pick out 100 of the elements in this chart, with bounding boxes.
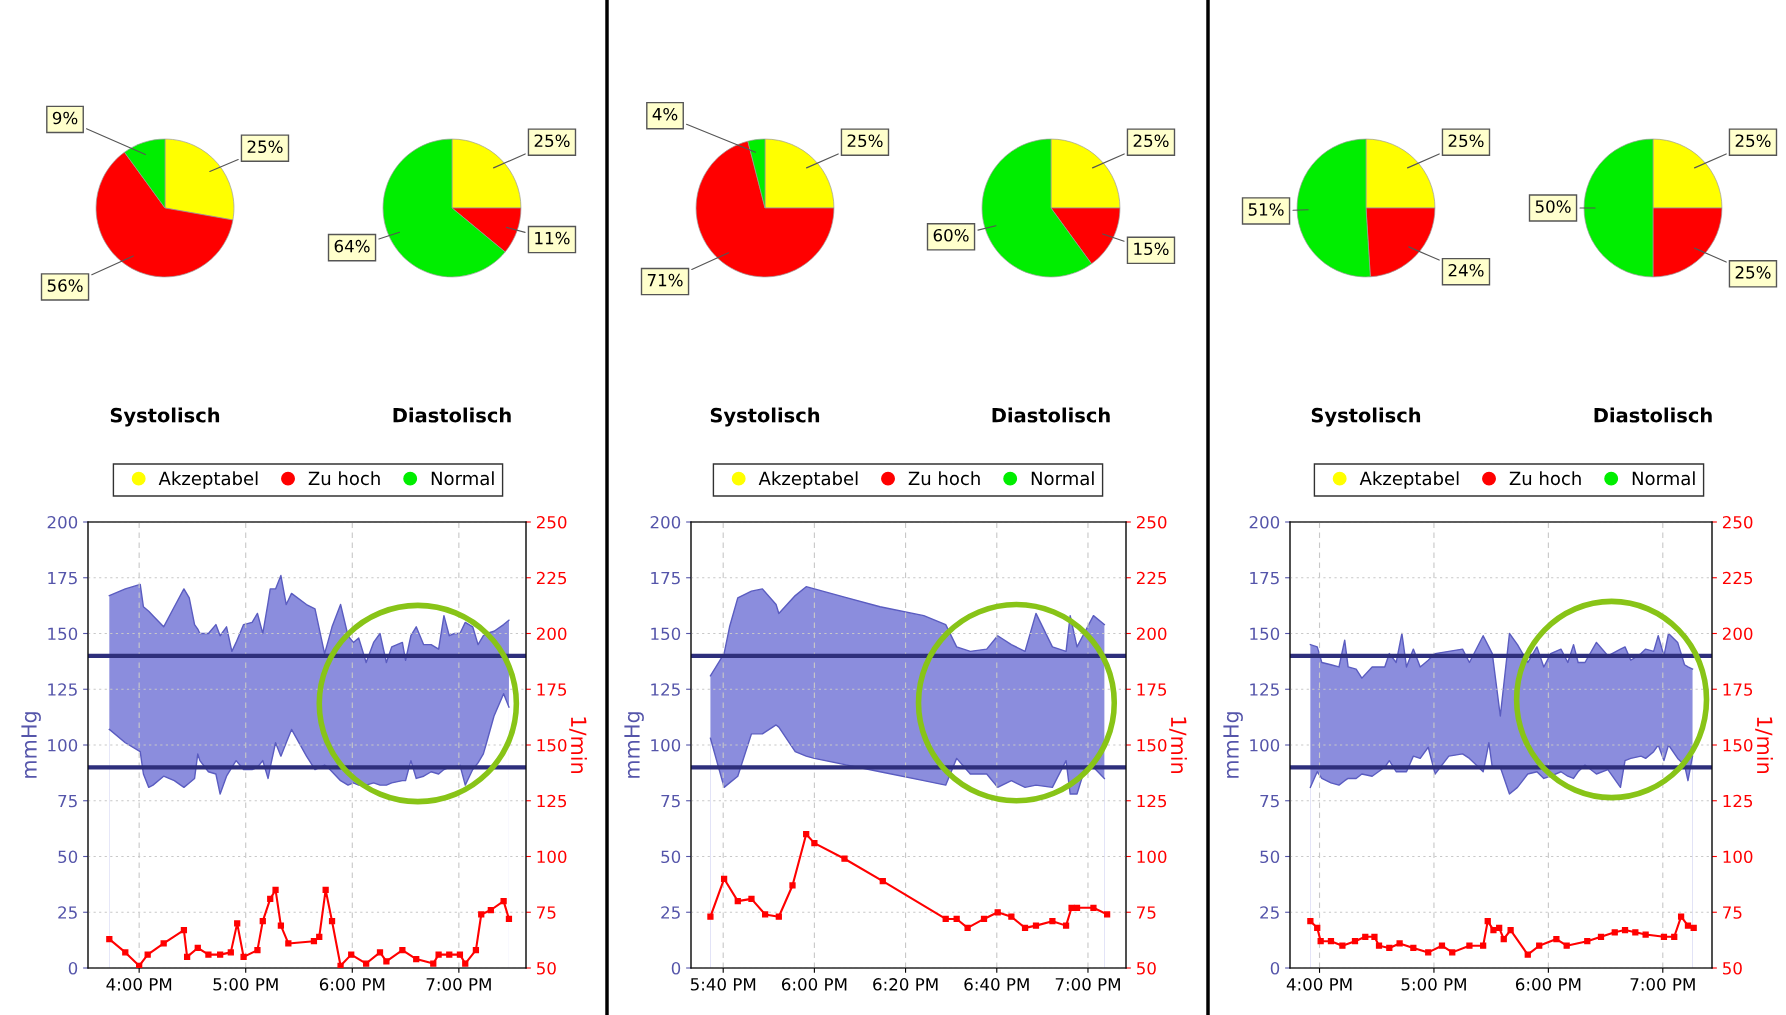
point bbox=[1500, 935, 1507, 943]
point bbox=[1307, 918, 1314, 925]
point bbox=[1317, 938, 1324, 945]
point bbox=[259, 918, 266, 925]
y-axis-title: mmHg bbox=[1223, 712, 1243, 778]
y-tick-label: 75 bbox=[1260, 794, 1279, 808]
y2-tick-label: 150 bbox=[1137, 738, 1167, 752]
x-tick-label: 7:00 PM bbox=[1055, 978, 1120, 991]
y-tick-label: 50 bbox=[661, 850, 681, 864]
point bbox=[1062, 922, 1070, 929]
point bbox=[1660, 933, 1668, 940]
y2-tick-label: 100 bbox=[537, 850, 567, 864]
point bbox=[1021, 924, 1029, 931]
point bbox=[240, 953, 247, 960]
legend-label: Akzeptabel bbox=[158, 471, 258, 489]
point bbox=[811, 839, 818, 847]
point bbox=[1090, 904, 1097, 911]
point bbox=[1339, 942, 1346, 949]
point bbox=[1584, 938, 1591, 945]
point bbox=[328, 918, 336, 925]
x-tick-label: 7:00 PM bbox=[1630, 978, 1695, 991]
text: Diastolisch bbox=[393, 407, 511, 423]
y-tick-label: 175 bbox=[1250, 571, 1279, 585]
point bbox=[1597, 933, 1605, 940]
point bbox=[413, 955, 420, 963]
point bbox=[500, 897, 507, 905]
point bbox=[720, 875, 728, 882]
point bbox=[478, 911, 485, 918]
point bbox=[456, 951, 464, 958]
legend-label: Normal bbox=[1031, 471, 1094, 486]
point bbox=[337, 962, 344, 968]
point bbox=[707, 913, 714, 920]
point bbox=[762, 911, 769, 918]
point bbox=[399, 947, 406, 954]
point bbox=[1410, 944, 1417, 952]
y2-tick-label: 250 bbox=[536, 515, 567, 529]
point bbox=[217, 951, 224, 958]
legend-label: Zu hoch bbox=[308, 471, 380, 486]
legend-label: Akzeptabel bbox=[758, 471, 858, 489]
point bbox=[1438, 942, 1446, 949]
text: Systolisch bbox=[710, 407, 820, 427]
y-tick-label: 50 bbox=[1260, 850, 1280, 864]
y-tick-label: 100 bbox=[48, 738, 78, 752]
point bbox=[267, 895, 274, 902]
text: Systolisch bbox=[1311, 407, 1421, 427]
point bbox=[430, 960, 437, 967]
data-label: 71% bbox=[647, 273, 683, 287]
point bbox=[942, 915, 949, 923]
legend-label: Zu hoch bbox=[1509, 471, 1581, 486]
y2-tick-label: 75 bbox=[537, 906, 556, 919]
y-tick-label: 125 bbox=[1250, 683, 1279, 696]
x-tick-label: 7:00 PM bbox=[426, 978, 491, 991]
point bbox=[953, 915, 960, 923]
legend-label: Akzeptabel bbox=[1359, 471, 1459, 489]
y-tick-label: 200 bbox=[650, 515, 681, 529]
point bbox=[1632, 929, 1639, 936]
point bbox=[363, 960, 370, 967]
legend-label: Normal bbox=[431, 471, 494, 486]
point bbox=[1563, 942, 1570, 949]
legend-label: Zu hoch bbox=[908, 471, 980, 486]
point bbox=[272, 886, 279, 894]
y-tick-label: 200 bbox=[47, 515, 78, 529]
data-label: 25% bbox=[847, 134, 883, 148]
y2-tick-label: 100 bbox=[1137, 850, 1167, 864]
point bbox=[841, 855, 848, 862]
point bbox=[122, 949, 129, 956]
y2-tick-label: 225 bbox=[1136, 571, 1167, 585]
point bbox=[435, 951, 442, 958]
point bbox=[348, 951, 355, 958]
x-tick-label: 4:00 PM bbox=[106, 978, 172, 991]
point bbox=[1536, 942, 1543, 949]
y2-tick-label: 75 bbox=[1137, 906, 1156, 919]
point bbox=[1362, 933, 1369, 940]
point bbox=[1496, 924, 1503, 931]
point bbox=[1351, 938, 1359, 945]
point bbox=[136, 962, 143, 968]
text: Diastolisch bbox=[1594, 407, 1712, 423]
data-label: 51% bbox=[1248, 203, 1284, 216]
point bbox=[446, 951, 453, 958]
x-tick-label: 4:00 PM bbox=[1286, 978, 1352, 991]
point bbox=[734, 897, 741, 905]
text: Systolisch bbox=[110, 407, 220, 427]
point bbox=[775, 913, 782, 920]
y2-tick-label: 250 bbox=[1136, 515, 1167, 529]
point bbox=[879, 877, 886, 885]
y-tick-label: 25 bbox=[1260, 906, 1279, 919]
y-tick-label: 175 bbox=[48, 571, 77, 585]
x-tick-label: 5:40 PM bbox=[690, 978, 756, 991]
y2-tick-label: 125 bbox=[1723, 794, 1753, 808]
y2-tick-label: 125 bbox=[1137, 794, 1167, 808]
point bbox=[1371, 933, 1378, 940]
point bbox=[316, 933, 323, 940]
y-tick-label: 200 bbox=[1249, 515, 1280, 529]
y-tick-label: 75 bbox=[58, 794, 77, 808]
y2-tick-label: 225 bbox=[536, 571, 567, 585]
y2-tick-label: 150 bbox=[1723, 738, 1753, 752]
point bbox=[1684, 922, 1692, 929]
point bbox=[106, 935, 113, 943]
data-label: 25% bbox=[1735, 266, 1771, 279]
point bbox=[194, 944, 201, 952]
